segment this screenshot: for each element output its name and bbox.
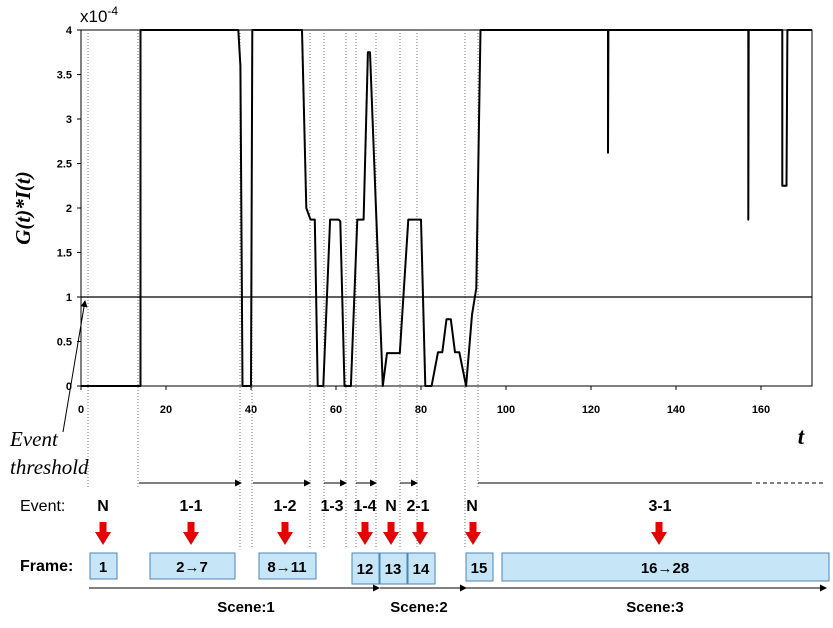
event-label: 2-1 xyxy=(406,498,429,515)
y-tick-label: 3 xyxy=(66,114,72,126)
annotation-event: Event xyxy=(9,427,59,451)
x-tick-label: 0 xyxy=(78,404,84,416)
x-tick-label: 40 xyxy=(245,404,257,416)
frame-box xyxy=(351,552,380,585)
y-exponent: x10-4 xyxy=(80,4,118,26)
frame-label: 8→11 xyxy=(267,559,306,576)
frame-boxes xyxy=(89,552,830,585)
x-tick-label: 140 xyxy=(667,404,685,416)
down-arrow-icon xyxy=(383,522,399,545)
frame-box xyxy=(407,552,436,585)
x-tick-label: 120 xyxy=(582,404,600,416)
event-label: 1-2 xyxy=(273,498,296,515)
scene-label: Scene:3 xyxy=(626,599,684,616)
down-arrow-icon xyxy=(183,522,199,545)
event-label: N xyxy=(466,498,478,515)
frame-label: 16→28 xyxy=(641,560,689,577)
y-tick-label: 1.5 xyxy=(57,248,72,260)
event-label: 1-1 xyxy=(179,498,202,515)
event-row-label: Event: xyxy=(20,498,65,515)
annotation-threshold: threshold xyxy=(10,455,89,479)
scene-label: Scene:2 xyxy=(390,599,448,616)
frame-box xyxy=(501,552,830,582)
frame-label: 14 xyxy=(413,561,430,578)
y-ticks: 0 0.5 1 1.5 2 2.5 3 3.5 4 xyxy=(57,25,81,393)
y-tick-label: 0.5 xyxy=(57,337,72,349)
down-arrow-icon xyxy=(95,522,111,545)
scene-label: Scene:1 xyxy=(217,599,275,616)
frame-box xyxy=(89,552,118,580)
down-arrow-icon xyxy=(357,522,373,545)
event-label: 3-1 xyxy=(648,498,671,515)
event-label: N xyxy=(97,498,109,515)
y-exponent-base: x10 xyxy=(80,7,107,26)
event-label: 1-4 xyxy=(353,498,376,515)
y-tick-label: 0 xyxy=(66,381,72,393)
frame-box xyxy=(149,552,236,580)
frame-box xyxy=(465,552,494,582)
x-tick-label: 100 xyxy=(497,404,515,416)
x-tick-label: 60 xyxy=(330,404,342,416)
frame-row-label: Frame: xyxy=(20,558,73,575)
y-tick-label: 4 xyxy=(66,25,73,37)
x-axis-label: t xyxy=(798,424,805,449)
red-arrows xyxy=(95,522,667,545)
y-tick-label: 3.5 xyxy=(57,70,72,82)
x-tick-label: 80 xyxy=(415,404,427,416)
frame-label: 12 xyxy=(357,561,374,578)
down-arrow-icon xyxy=(277,522,293,545)
x-tick-label: 160 xyxy=(752,404,770,416)
frame-label: 1 xyxy=(99,559,107,576)
plot-area xyxy=(80,29,813,387)
annotation-pointer xyxy=(62,300,88,433)
down-arrow-icon xyxy=(465,522,481,545)
down-arrow-icon xyxy=(651,522,667,545)
y-tick-label: 2.5 xyxy=(57,159,72,171)
y-axis-label: G(t)*I(t) xyxy=(11,171,35,244)
frame-box xyxy=(379,552,408,585)
y-tick-label: 1 xyxy=(66,292,72,304)
x-tick-label: 20 xyxy=(160,404,172,416)
y-tick-label: 2 xyxy=(66,203,72,215)
frame-label: 13 xyxy=(385,561,402,578)
frame-box xyxy=(258,552,317,580)
series-line xyxy=(81,29,812,387)
frame-label: 15 xyxy=(471,560,488,577)
down-arrow-icon xyxy=(412,522,428,545)
event-label: 1-3 xyxy=(320,498,343,515)
x-ticks: 0 20 40 60 80 100 120 140 160 xyxy=(78,386,770,416)
frame-label: 2→7 xyxy=(176,559,208,576)
y-exponent-power: -4 xyxy=(107,4,118,18)
event-label: N xyxy=(385,498,397,515)
